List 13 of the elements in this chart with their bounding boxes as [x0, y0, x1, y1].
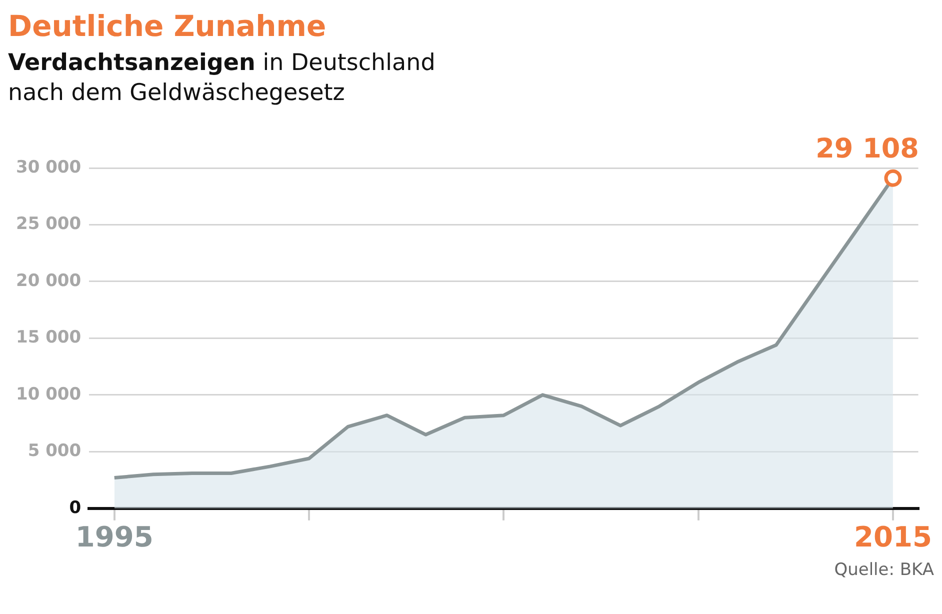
x-tick-label: 2015 [854, 520, 932, 554]
source-note: Quelle: BKA [833, 560, 934, 580]
y-tick-label: 25 000 [16, 214, 82, 234]
y-tick-label: 10 000 [16, 384, 82, 404]
y-tick-label: 15 000 [16, 328, 82, 348]
chart-title: Deutliche Zunahme [8, 8, 328, 44]
annotation: 29 108 [816, 134, 919, 165]
x-tick-label: 1995 [75, 520, 154, 554]
y-tick-label: 0 [69, 498, 82, 518]
y-tick-label: 5 000 [28, 441, 82, 462]
y-tick-label: 20 000 [16, 270, 82, 291]
y-tick-label: 30 000 [16, 157, 82, 178]
chart-subtitle: Verdachtsanzeigen in Deutschland nach dem Geldwäschegesetz [8, 50, 436, 106]
